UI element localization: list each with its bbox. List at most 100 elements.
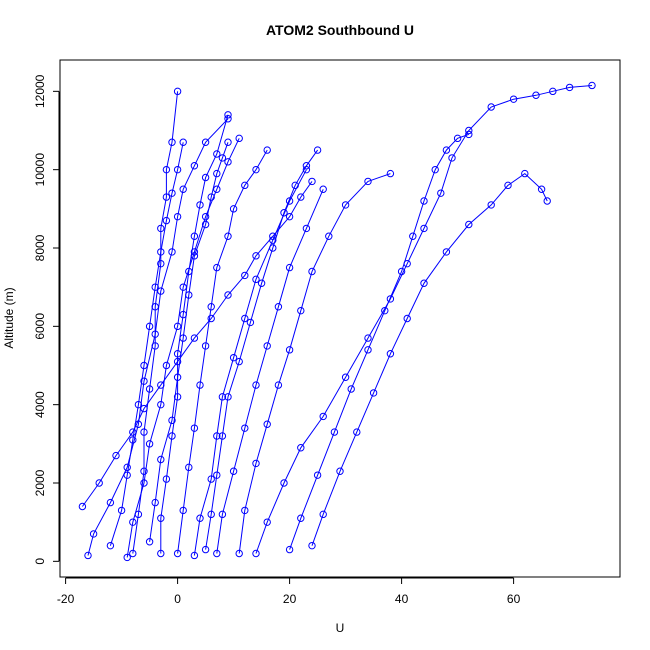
data-point bbox=[218, 432, 227, 440]
data-point bbox=[308, 267, 316, 276]
data-point bbox=[106, 498, 115, 507]
series-10 bbox=[308, 169, 551, 550]
series-line bbox=[109, 142, 184, 546]
data-point bbox=[179, 506, 187, 515]
data-point bbox=[235, 134, 243, 143]
data-point bbox=[207, 475, 215, 483]
data-point bbox=[437, 189, 445, 197]
data-point bbox=[336, 467, 344, 475]
data-point bbox=[140, 404, 148, 413]
data-point bbox=[297, 514, 305, 522]
x-tick-label: 20 bbox=[283, 592, 297, 606]
data-point bbox=[297, 193, 305, 201]
data-point bbox=[420, 197, 428, 205]
data-point bbox=[196, 381, 204, 389]
data-point bbox=[285, 263, 294, 272]
data-point bbox=[140, 377, 148, 385]
data-point bbox=[140, 467, 148, 475]
data-point bbox=[269, 232, 277, 240]
data-point bbox=[381, 306, 389, 315]
y-axis: 0 2000 4000 6000 8000 10000 12000 bbox=[33, 74, 60, 565]
data-point bbox=[89, 530, 98, 538]
data-point bbox=[140, 361, 148, 370]
data-point bbox=[151, 342, 159, 350]
data-point bbox=[213, 432, 221, 440]
series-6 bbox=[213, 185, 327, 558]
plot-frame bbox=[59, 59, 621, 578]
data-point bbox=[190, 162, 199, 170]
data-point bbox=[291, 181, 299, 190]
data-point bbox=[588, 81, 596, 90]
data-point bbox=[224, 111, 232, 119]
data-point bbox=[465, 130, 473, 139]
data-point bbox=[246, 318, 255, 327]
data-point bbox=[140, 479, 148, 487]
data-point bbox=[442, 248, 451, 256]
data-point bbox=[157, 549, 165, 558]
series-line bbox=[132, 91, 179, 554]
y-tick-label: 8000 bbox=[33, 234, 47, 261]
data-point bbox=[218, 393, 227, 401]
y-tick-label: 12000 bbox=[33, 74, 47, 108]
data-point bbox=[201, 220, 210, 229]
data-point bbox=[364, 346, 372, 354]
data-point bbox=[196, 514, 204, 522]
series-line bbox=[149, 142, 229, 542]
data-point bbox=[285, 212, 294, 221]
series-line bbox=[255, 85, 593, 554]
data-point bbox=[364, 334, 372, 342]
y-tick-label: 0 bbox=[33, 558, 47, 565]
data-point bbox=[252, 459, 260, 468]
data-point bbox=[409, 232, 417, 240]
data-point bbox=[117, 506, 126, 515]
data-point bbox=[190, 232, 199, 240]
data-point bbox=[207, 314, 215, 323]
data-point bbox=[168, 432, 176, 440]
y-axis-label: Altitude (m) bbox=[2, 287, 16, 348]
series-15 bbox=[78, 177, 316, 511]
data-point bbox=[157, 514, 165, 522]
data-point bbox=[179, 334, 187, 342]
data-point bbox=[224, 158, 232, 166]
data-point bbox=[190, 424, 199, 432]
data-point bbox=[129, 436, 137, 444]
data-point bbox=[280, 209, 288, 217]
data-point bbox=[112, 451, 120, 460]
data-point bbox=[297, 444, 305, 452]
data-point bbox=[162, 361, 171, 370]
x-tick-label: 0 bbox=[174, 592, 181, 606]
data-point bbox=[162, 193, 171, 201]
data-point bbox=[157, 455, 165, 464]
x-axis-label: U bbox=[336, 621, 345, 635]
series-12 bbox=[145, 138, 232, 546]
data-point bbox=[330, 428, 339, 436]
data-point bbox=[274, 381, 283, 389]
data-point bbox=[241, 506, 249, 515]
data-point bbox=[386, 295, 395, 303]
data-point bbox=[319, 412, 327, 421]
x-axis: -20 0 20 40 60 bbox=[57, 577, 521, 606]
x-tick-label: 40 bbox=[395, 592, 409, 606]
data-point bbox=[190, 334, 199, 342]
series-line bbox=[177, 149, 268, 554]
y-tick-label: 4000 bbox=[33, 391, 47, 418]
data-point bbox=[84, 551, 92, 560]
data-point bbox=[157, 224, 165, 233]
y-tick-label: 2000 bbox=[33, 469, 47, 496]
data-point bbox=[504, 181, 512, 190]
data-point bbox=[308, 541, 316, 550]
data-point bbox=[229, 205, 238, 213]
data-point bbox=[213, 471, 221, 479]
data-point bbox=[241, 271, 249, 280]
data-point bbox=[134, 400, 143, 409]
data-point bbox=[201, 212, 210, 221]
data-point bbox=[95, 479, 103, 487]
series-9 bbox=[285, 130, 473, 554]
data-point bbox=[168, 189, 176, 197]
data-point bbox=[269, 244, 277, 252]
data-point bbox=[123, 471, 131, 479]
data-point bbox=[403, 314, 411, 323]
data-point bbox=[179, 185, 187, 193]
data-point bbox=[157, 248, 165, 256]
